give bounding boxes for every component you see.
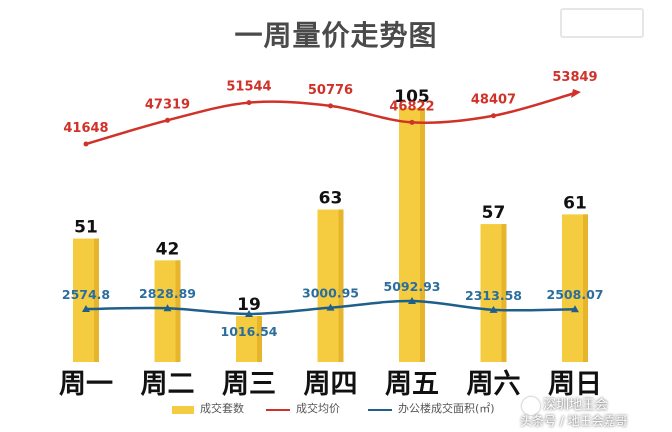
watermark-logo-icon bbox=[522, 396, 540, 415]
bar-shade-6 bbox=[501, 224, 507, 362]
area-point-7 bbox=[571, 305, 579, 313]
area-point-1 bbox=[82, 305, 90, 313]
legend-swatch-area bbox=[368, 409, 392, 411]
bar-value-label-5: 105 bbox=[394, 87, 430, 107]
legend-swatch-bars bbox=[172, 406, 194, 414]
price-point-3 bbox=[246, 100, 252, 106]
bar-shade-4 bbox=[338, 209, 344, 362]
corner-logo bbox=[560, 8, 644, 38]
bar-shade-7 bbox=[583, 214, 588, 362]
chart-legend: 成交套数 成交均价 办公楼成交面积(㎡) bbox=[0, 398, 672, 422]
area-value-label-5: 5092.93 bbox=[384, 279, 441, 294]
area-value-label-3: 1016.54 bbox=[221, 324, 278, 339]
bar-value-label-7: 61 bbox=[563, 193, 587, 213]
area-value-label-1: 2574.8 bbox=[62, 287, 110, 302]
price-value-label-2: 47319 bbox=[145, 97, 190, 112]
bar-shade-3 bbox=[257, 316, 262, 362]
area-value-label-7: 2508.07 bbox=[547, 287, 604, 302]
area-point-6 bbox=[489, 305, 498, 313]
area-value-label-4: 3000.95 bbox=[302, 286, 359, 301]
bar-value-label-2: 42 bbox=[156, 239, 180, 259]
category-label-3: 周三 bbox=[222, 369, 276, 400]
price-point-5 bbox=[409, 119, 415, 125]
legend-swatch-price bbox=[266, 409, 290, 411]
watermark-account: 深圳地王会 bbox=[522, 394, 608, 415]
bar-value-label-3: 19 bbox=[237, 295, 261, 315]
category-label-7: 周日 bbox=[548, 369, 602, 400]
area-point-2 bbox=[163, 304, 172, 312]
chart-title: 一周量价走势图 bbox=[234, 19, 438, 52]
price-value-label-3: 51544 bbox=[226, 80, 271, 95]
bar-value-label-1: 51 bbox=[74, 218, 98, 238]
price-arrow bbox=[571, 89, 581, 98]
category-label-5: 周五 bbox=[385, 369, 439, 400]
category-label-6: 周六 bbox=[467, 369, 521, 400]
bar-value-label-4: 63 bbox=[319, 189, 343, 209]
area-point-3 bbox=[245, 310, 253, 317]
price-point-4 bbox=[328, 103, 333, 109]
price-value-label-7: 53849 bbox=[552, 70, 597, 85]
area-point-4 bbox=[326, 303, 335, 311]
legend-label-price: 成交均价 bbox=[296, 402, 340, 415]
legend-label-area: 办公楼成交面积(㎡) bbox=[398, 402, 495, 415]
area-value-label-2: 2828.89 bbox=[139, 286, 196, 301]
price-value-label-5: 46822 bbox=[389, 99, 434, 114]
price-value-label-6: 48407 bbox=[471, 93, 516, 108]
watermark-source: 头条号 / 地王会嘉哥 bbox=[520, 414, 628, 428]
bar-shade-2 bbox=[175, 260, 181, 362]
price-point-1 bbox=[83, 141, 89, 147]
price-value-label-4: 50776 bbox=[308, 83, 353, 98]
area-point-5 bbox=[408, 297, 416, 304]
price-value-label-1: 41648 bbox=[63, 121, 108, 136]
price-point-2 bbox=[165, 117, 170, 123]
bar-value-label-6: 57 bbox=[482, 203, 506, 223]
bar-shade-1 bbox=[94, 238, 99, 362]
legend-label-bars: 成交套数 bbox=[200, 402, 244, 415]
category-label-2: 周二 bbox=[141, 369, 195, 400]
price-point-6 bbox=[491, 113, 496, 119]
area-value-label-6: 2313.58 bbox=[465, 288, 522, 303]
category-label-4: 周四 bbox=[304, 369, 358, 400]
watermark-line1: 深圳地王会 bbox=[543, 398, 609, 413]
category-label-1: 周一 bbox=[59, 369, 113, 400]
bar-shade-5 bbox=[420, 107, 425, 363]
